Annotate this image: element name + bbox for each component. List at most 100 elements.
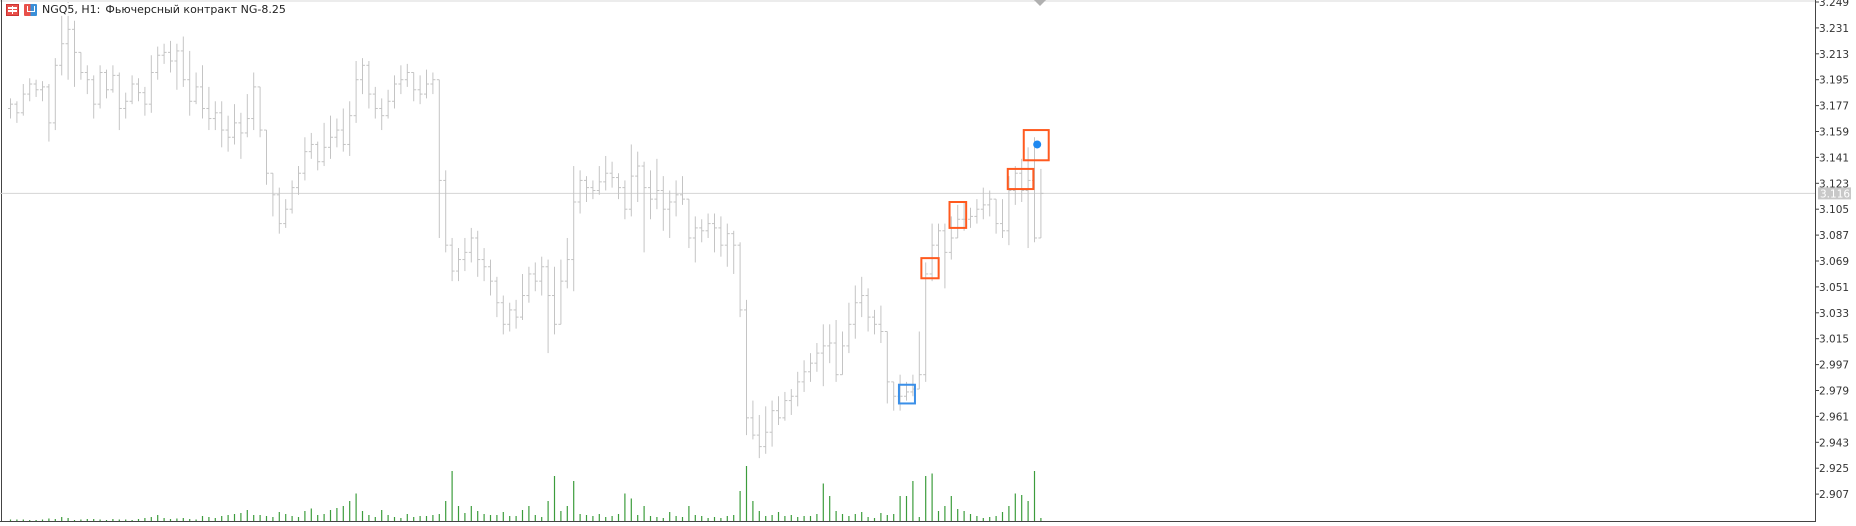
price-tick-label: 3.213	[1819, 49, 1849, 61]
ohlc-bar	[123, 92, 129, 119]
symbol-timeframe: NGQ5, H1:	[42, 3, 101, 16]
ohlc-bar	[564, 237, 570, 289]
ohlc-bar	[46, 84, 52, 142]
ohlc-bar	[712, 213, 717, 253]
ohlc-bar	[635, 151, 641, 203]
table-grid-icon[interactable]	[6, 3, 19, 16]
ohlc-bar	[654, 158, 660, 210]
ohlc-bar	[264, 129, 269, 185]
ohlc-bar	[238, 112, 244, 159]
ohlc-bar	[539, 256, 545, 296]
price-tick-label: 2.907	[1819, 489, 1849, 501]
ohlc-bar	[840, 331, 845, 376]
ohlc-bar	[827, 324, 833, 364]
ohlc-bar	[916, 331, 922, 390]
ohlc-bar	[174, 43, 180, 90]
ohlc-bar	[782, 391, 788, 421]
ohlc-bar	[616, 173, 621, 200]
price-tick-label: 2.979	[1819, 386, 1849, 398]
ohlc-bar	[558, 259, 564, 325]
ohlc-bar	[884, 331, 890, 404]
ohlc-bar	[52, 58, 58, 131]
price-tick-label: 3.123	[1819, 178, 1849, 190]
ohlc-bar	[417, 75, 423, 105]
orange-marker-box	[948, 201, 968, 229]
volume-histogram	[9, 466, 1042, 521]
ohlc-bar	[923, 262, 929, 382]
ohlc-bar	[78, 51, 84, 80]
ohlc-bar	[136, 78, 141, 102]
ohlc-bar	[321, 122, 327, 167]
ohlc-bar	[1019, 158, 1025, 203]
chart-title: NGQ5, H1: Фьючерсный контракт NG-8.25	[6, 3, 290, 16]
ohlc-bar	[968, 207, 973, 228]
ohlc-bar	[590, 180, 596, 200]
ohlc-bar	[878, 305, 884, 344]
ohlc-bar	[59, 14, 65, 76]
chart-shift-marker	[1034, 0, 1046, 6]
ohlc-bar	[379, 98, 385, 131]
ohlc-bar	[33, 79, 39, 97]
ohlc-bar	[270, 172, 276, 217]
ohlc-bar	[667, 190, 673, 238]
ohlc-bar	[398, 65, 404, 95]
price-tick-label: 3.195	[1819, 75, 1849, 87]
ohlc-bar	[584, 176, 589, 203]
ohlc-bar	[1000, 199, 1005, 238]
ohlc-bar	[744, 299, 749, 436]
ohlc-bar	[846, 302, 852, 354]
ohlc-bar	[1025, 147, 1031, 249]
ohlc-bar	[795, 371, 801, 407]
ohlc-bar	[392, 75, 397, 109]
chart-markers	[897, 129, 1050, 405]
ohlc-bar	[731, 230, 737, 274]
ohlc-bar	[8, 98, 13, 119]
price-tick-label: 3.231	[1819, 23, 1849, 35]
ohlc-bar	[404, 63, 410, 87]
ohlc-bar	[686, 198, 692, 249]
price-tick-label: 2.943	[1819, 437, 1849, 449]
ohlc-bar	[296, 166, 301, 195]
ohlc-bar	[283, 199, 289, 228]
ohlc-bar	[328, 115, 333, 159]
ohlc-bar	[232, 104, 237, 145]
ohlc-bar	[737, 242, 743, 318]
ohlc-bar	[680, 176, 685, 205]
ohlc-bar	[801, 360, 807, 392]
ohlc-bar	[276, 187, 282, 234]
ohlc-bar	[302, 137, 308, 181]
ohlc-bar	[808, 353, 813, 382]
ohlc-bar	[244, 94, 250, 138]
ohlc-bar	[699, 219, 705, 243]
ohlc-bar	[116, 72, 122, 131]
ohlc-bar	[545, 259, 551, 354]
ohlc-bar	[942, 223, 948, 289]
ohlc-bar	[718, 216, 724, 257]
indicator-chart-icon[interactable]	[24, 3, 37, 16]
ohlc-bar	[225, 115, 231, 152]
ohlc-bar	[891, 381, 897, 411]
ohlc-bar	[929, 223, 935, 282]
ohlc-bar	[97, 65, 103, 109]
ohlc-bar	[814, 343, 820, 372]
ohlc-bar	[948, 216, 954, 260]
ohlc-bar	[865, 288, 871, 332]
ohlc-bar	[788, 389, 794, 415]
ohlc-bar	[168, 40, 173, 73]
ohlc-bar	[513, 299, 519, 329]
ohlc-bar	[980, 187, 986, 220]
ohlc-bar	[852, 285, 858, 339]
ohlc-bar	[596, 166, 602, 195]
current-price-label: 3.116	[1820, 188, 1850, 200]
ohlc-bar	[1038, 168, 1044, 239]
price-tick-label: 3.033	[1819, 308, 1849, 320]
axis-background	[1815, 0, 1856, 526]
ohlc-bar	[251, 72, 257, 131]
price-tick-label: 3.159	[1819, 127, 1849, 139]
blue-marker-box	[897, 383, 916, 405]
ohlc-bar	[462, 237, 468, 272]
ohlc-bar	[443, 170, 449, 253]
